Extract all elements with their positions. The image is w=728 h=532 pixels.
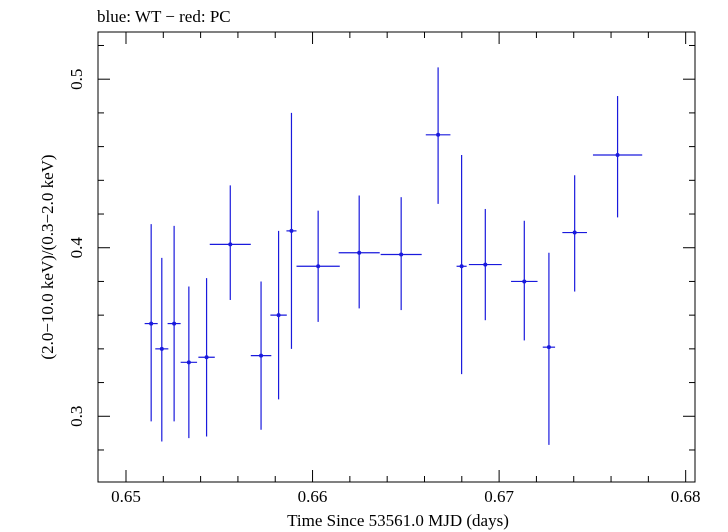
data-marker — [522, 279, 527, 284]
data-point — [209, 185, 251, 300]
data-series-wt — [144, 67, 643, 445]
data-point — [144, 224, 158, 422]
y-tick-label: 0.3 — [67, 406, 86, 427]
plot-frame — [97, 31, 696, 483]
data-point — [270, 230, 287, 400]
data-point — [425, 67, 451, 204]
axis-ticks — [98, 32, 695, 482]
data-marker — [149, 321, 154, 326]
y-tick-label: 0.5 — [67, 69, 86, 90]
data-point — [456, 155, 467, 375]
data-point — [155, 257, 169, 442]
data-marker — [259, 353, 264, 358]
data-marker — [483, 262, 488, 267]
data-point — [562, 175, 587, 292]
data-marker — [159, 346, 164, 351]
data-marker — [399, 252, 404, 257]
data-point — [511, 220, 538, 341]
data-point — [380, 197, 422, 311]
x-tick-label: 0.68 — [671, 487, 701, 506]
data-point — [198, 278, 215, 437]
data-marker — [615, 153, 620, 158]
data-marker — [316, 264, 321, 269]
data-point — [167, 225, 181, 422]
data-point — [542, 252, 556, 445]
y-axis-label: (2.0−10.0 keV)/(0.3−2.0 keV) — [38, 154, 57, 359]
data-point — [250, 281, 272, 430]
data-marker — [172, 321, 177, 326]
data-marker — [459, 264, 464, 269]
x-tick-label: 0.66 — [298, 487, 328, 506]
data-marker — [228, 242, 233, 247]
x-tick-label: 0.65 — [111, 487, 141, 506]
tick-labels: 0.65 0.66 0.67 0.68 0.3 0.4 0.5 — [67, 69, 701, 506]
data-marker — [436, 132, 441, 137]
data-marker — [546, 345, 551, 350]
data-marker — [276, 313, 281, 318]
data-marker — [357, 250, 362, 255]
data-point — [286, 112, 297, 349]
data-point — [592, 96, 643, 218]
data-point — [296, 210, 340, 322]
chart-title: blue: WT − red: PC — [97, 7, 231, 26]
y-tick-label: 0.4 — [67, 237, 86, 259]
data-point — [468, 208, 502, 321]
data-marker — [186, 360, 191, 365]
data-marker — [204, 355, 209, 360]
x-tick-label: 0.67 — [484, 487, 514, 506]
data-point — [180, 286, 198, 439]
data-point — [338, 195, 380, 309]
data-marker — [572, 230, 577, 235]
x-axis-label: Time Since 53561.0 MJD (days) — [287, 511, 509, 530]
data-marker — [289, 228, 294, 233]
